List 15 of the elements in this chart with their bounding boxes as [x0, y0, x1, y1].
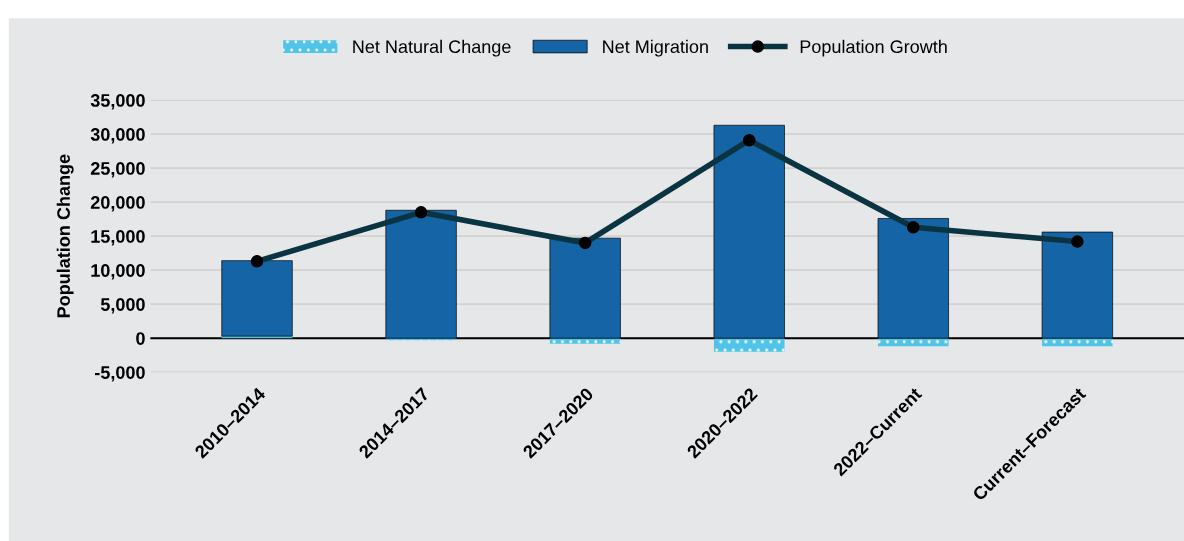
- y-tick-label: 30,000: [90, 128, 145, 144]
- legend-label: Population Growth: [800, 39, 947, 57]
- y-tick-label: 20,000: [90, 196, 145, 212]
- y-tick-label: -5,000: [95, 366, 145, 382]
- y-axis-title: Population Change: [56, 154, 74, 318]
- y-tick-label: 0: [136, 332, 145, 345]
- legend-label: Net Natural Change: [353, 39, 511, 57]
- y-tick-label: 35,000: [90, 94, 145, 110]
- bar: [549, 338, 621, 344]
- legend-label: Net Migration: [603, 39, 708, 57]
- y-tick-label: 10,000: [91, 264, 145, 280]
- bar: [713, 338, 785, 352]
- y-tick-label: 15,000: [91, 230, 145, 246]
- y-tick-label: 25,000: [90, 162, 145, 178]
- y-tick-label: 5,000: [100, 298, 145, 314]
